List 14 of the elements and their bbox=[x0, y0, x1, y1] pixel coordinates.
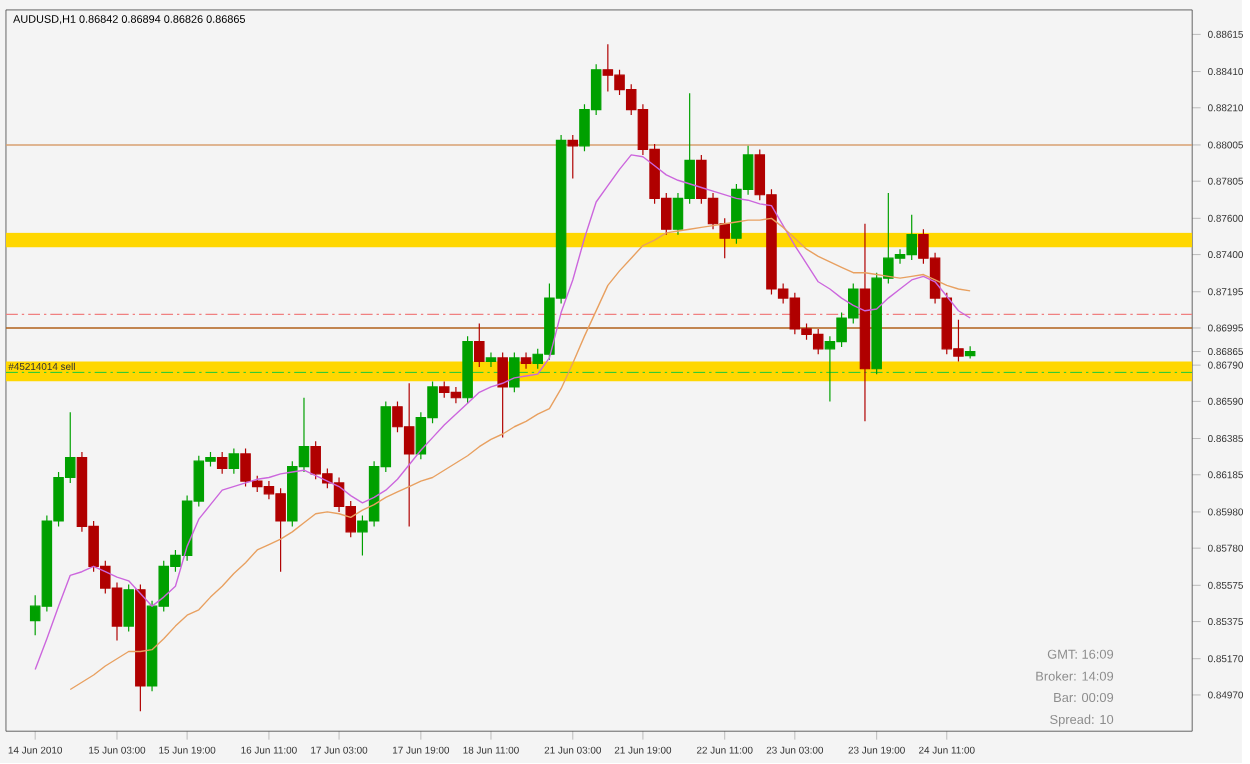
candlestick bbox=[964, 346, 976, 360]
candlestick bbox=[216, 452, 228, 475]
candlestick bbox=[474, 323, 485, 369]
candlestick bbox=[135, 584, 146, 713]
candlestick bbox=[228, 448, 240, 475]
candlestick bbox=[567, 134, 579, 180]
candlestick bbox=[462, 336, 473, 405]
candlestick bbox=[497, 352, 508, 439]
candlestick bbox=[123, 584, 134, 633]
candlestick bbox=[485, 352, 497, 369]
candlestick bbox=[240, 448, 251, 488]
candlestick bbox=[520, 352, 532, 370]
candlestick bbox=[509, 352, 520, 394]
candlestick bbox=[859, 223, 871, 423]
